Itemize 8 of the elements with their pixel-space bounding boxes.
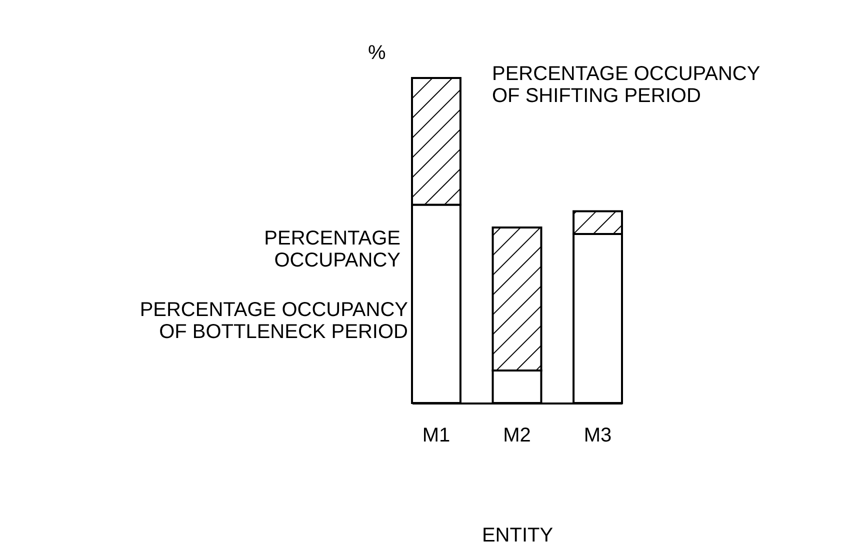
x-tick-label: M3 [584,424,612,446]
series-label: PERCENTAGE OCCUPANCY OF SHIFTING PERIOD [492,63,760,107]
series-label: PERCENTAGE OCCUPANCY OF BOTTLENECK PERIOD [140,299,408,343]
text: % [368,42,386,64]
x-tick-label: M1 [422,424,450,446]
y-axis-title: PERCENTAGE OCCUPANCY [264,228,400,272]
x-axis-title: ENTITY [482,524,554,546]
x-tick-label: M2 [503,424,531,446]
